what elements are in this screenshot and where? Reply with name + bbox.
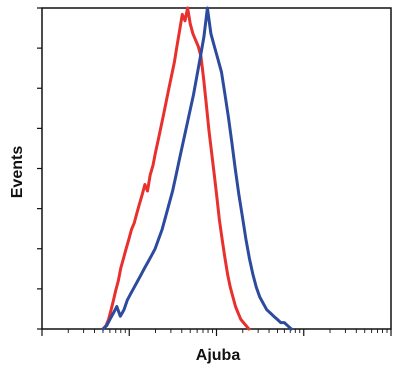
x-axis-label: Ajuba — [196, 347, 241, 364]
chart-axes — [37, 7, 392, 336]
series-line-red — [101, 6, 251, 331]
series-line-blue — [101, 6, 293, 331]
histogram-lines — [101, 6, 293, 331]
y-axis-label: Events — [9, 146, 26, 199]
